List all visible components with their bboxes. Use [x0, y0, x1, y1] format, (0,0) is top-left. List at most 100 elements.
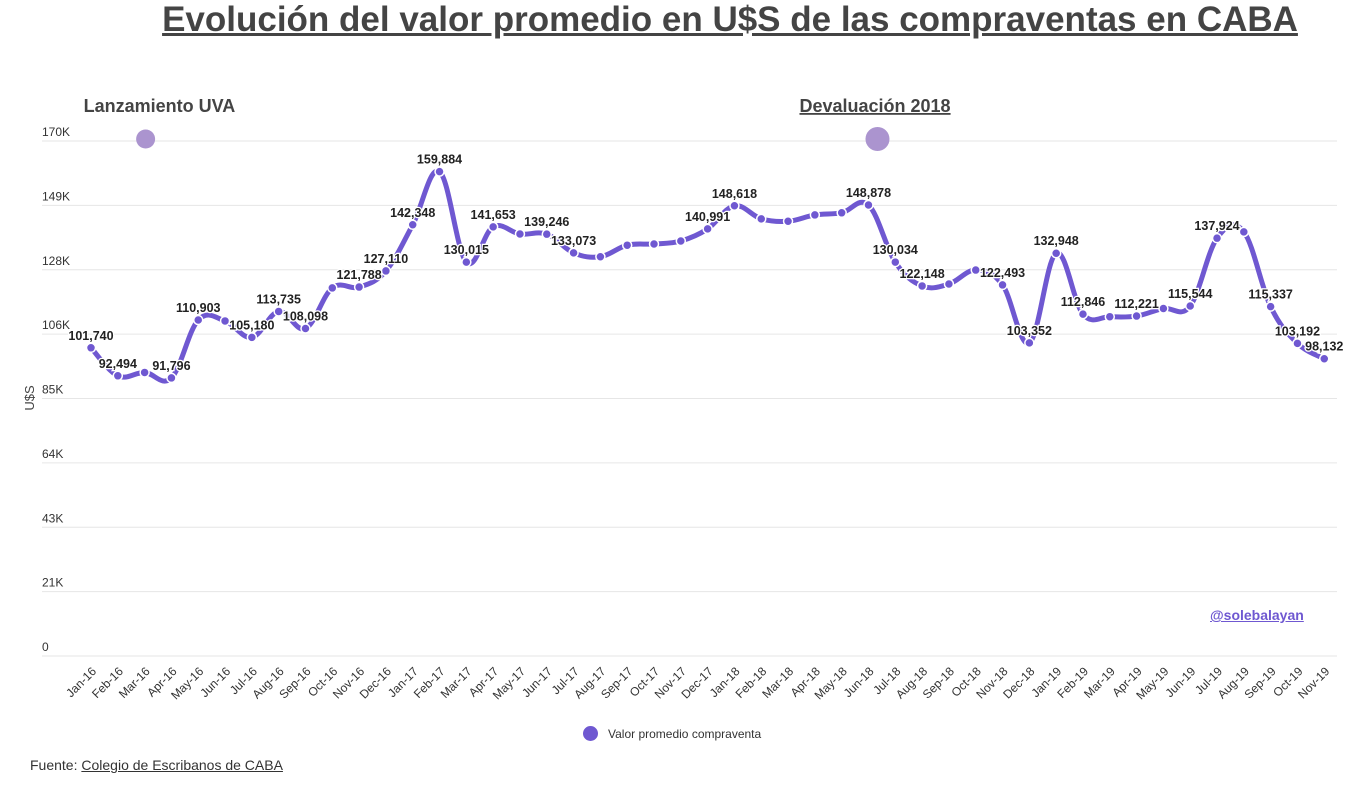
data-point	[300, 323, 311, 334]
series-line	[88, 168, 1327, 384]
data-label: 132,948	[1034, 234, 1079, 248]
data-label: 113,735	[256, 292, 301, 306]
x-tick-label: Jun-18	[841, 664, 877, 700]
data-point	[782, 216, 794, 227]
x-tick-label: Mar-18	[759, 664, 796, 701]
data-labels: 101,740 92,494 91,796 110,903 105,180 113,735…	[67, 151, 1345, 374]
y-tick-label: 0	[42, 640, 49, 654]
data-label: 112,221	[1114, 297, 1159, 311]
data-label: 142,348	[390, 206, 435, 220]
data-point	[890, 256, 901, 268]
data-label: 115,544	[1168, 287, 1213, 301]
data-label: 110,903	[176, 301, 221, 315]
data-point	[112, 370, 124, 382]
data-point	[648, 238, 660, 250]
data-label: 115,337	[1248, 288, 1293, 302]
data-label: 133,073	[551, 234, 596, 248]
data-point	[756, 213, 767, 225]
data-series	[85, 166, 1330, 384]
data-point	[273, 306, 284, 317]
x-axis-ticks: Jan-16Feb-16Mar-16Apr-16May-16Jun-16Jul-…	[63, 664, 1332, 702]
author-handle[interactable]: @solebalayan	[1210, 607, 1304, 623]
data-point	[1131, 310, 1142, 322]
data-point	[997, 279, 1008, 291]
data-point	[219, 315, 231, 327]
grid-lines	[42, 140, 1337, 657]
data-label: 130,034	[873, 243, 918, 257]
data-point	[246, 332, 258, 343]
annotation-label: Lanzamiento UVA	[84, 96, 236, 116]
data-point	[1050, 247, 1062, 259]
data-point	[166, 372, 177, 384]
data-label: 122,148	[900, 267, 945, 281]
y-tick-label: 43K	[42, 511, 63, 525]
y-tick-label: 170K	[42, 125, 70, 139]
x-tick-label: Mar-19	[1081, 664, 1118, 701]
data-point	[1024, 337, 1035, 349]
data-label: 148,618	[712, 187, 757, 201]
data-point	[541, 228, 553, 240]
y-axis-label: U$S	[22, 385, 37, 411]
data-point	[85, 342, 97, 354]
y-tick-label: 85K	[42, 383, 63, 397]
data-point	[729, 200, 740, 212]
y-tick-label: 128K	[42, 254, 70, 268]
chart-title: Evolución del valor promedio en U$S de l…	[162, 0, 1298, 39]
data-point	[1104, 311, 1116, 322]
data-point	[139, 367, 150, 378]
data-label: 105,180	[229, 318, 274, 332]
data-point	[675, 235, 687, 247]
x-tick-label: Mar-16	[116, 664, 153, 701]
data-label: 112,846	[1061, 295, 1106, 309]
data-point	[1158, 303, 1169, 314]
source-link[interactable]: Colegio de Escribanos de CABA	[81, 757, 283, 773]
y-tick-label: 64K	[42, 447, 63, 461]
x-tick-label: Jun-17	[519, 664, 555, 700]
source-note: Fuente: Colegio de Escribanos de CABA	[30, 757, 283, 773]
data-label: 122,493	[980, 266, 1025, 280]
data-point	[1319, 353, 1330, 364]
x-tick-label: Mar-17	[438, 664, 475, 701]
legend-label: Valor promedio compraventa	[608, 726, 762, 741]
data-label: 103,352	[1007, 324, 1052, 338]
data-label: 141,653	[471, 208, 516, 222]
data-point	[380, 265, 392, 277]
data-label: 159,884	[417, 153, 462, 167]
y-tick-label: 106K	[42, 318, 70, 332]
data-label: 98,132	[1305, 340, 1343, 354]
data-point	[1211, 232, 1223, 244]
data-point	[461, 256, 472, 268]
legend: Valor promedio compraventa	[583, 726, 761, 741]
data-label: 101,740	[68, 329, 113, 343]
legend-marker	[583, 726, 598, 741]
data-label: 139,246	[524, 215, 569, 229]
data-point	[943, 278, 955, 290]
data-point	[514, 228, 526, 240]
data-label: 108,098	[283, 310, 328, 324]
data-point	[621, 239, 633, 251]
data-point	[407, 219, 418, 231]
annotation-label: Devaluación 2018	[799, 96, 950, 116]
y-tick-label: 21K	[42, 576, 63, 590]
data-point	[1077, 308, 1089, 320]
data-point	[809, 209, 821, 221]
data-point	[353, 281, 365, 293]
data-label: 121,788	[337, 268, 382, 282]
data-label: 137,924	[1194, 219, 1239, 233]
data-point	[434, 166, 445, 177]
annotations: Lanzamiento UVA Devaluación 2018	[84, 96, 951, 151]
data-label: 91,796	[152, 359, 190, 373]
source-prefix: Fuente:	[30, 757, 78, 773]
data-point	[192, 314, 204, 326]
x-tick-label: Jun-16	[197, 664, 233, 700]
data-point	[1265, 301, 1276, 312]
x-tick-label: Jun-19	[1162, 664, 1198, 700]
data-point	[836, 207, 847, 219]
data-point	[863, 199, 874, 211]
data-point	[916, 280, 928, 292]
data-label: 140,991	[685, 210, 730, 224]
data-label: 130,015	[444, 243, 489, 257]
data-point	[568, 247, 579, 259]
data-point	[1238, 226, 1250, 238]
